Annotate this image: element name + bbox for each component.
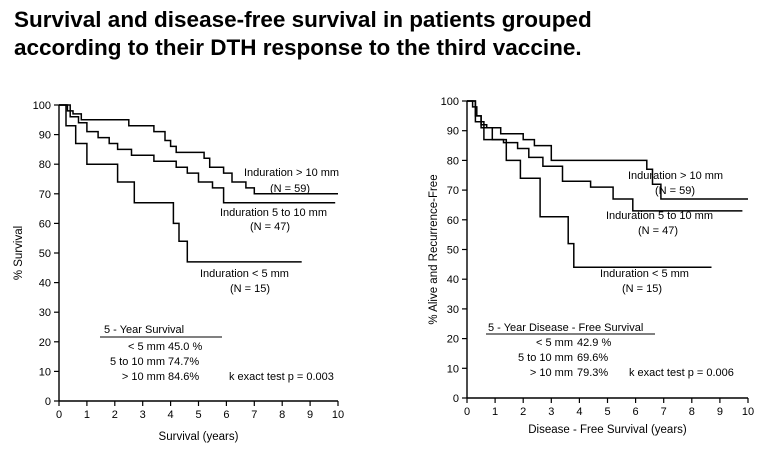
- chart-1-annotation-row-label: > 10 mm: [122, 371, 165, 383]
- chart-1-annotation-row-label: 5 to 10 mm: [110, 356, 165, 368]
- chart-1-x-tick-label: 9: [307, 409, 313, 421]
- chart-1-x-tick-label: 7: [251, 409, 257, 421]
- chart-2-x-tick-label: 2: [520, 406, 526, 418]
- chart-2-y-tick-label: 70: [447, 185, 459, 197]
- chart-1-series-2-n-label: (N = 47): [250, 221, 290, 233]
- chart-1-x-tick-label: 6: [223, 409, 229, 421]
- chart-2-annotation-test: k exact test p = 0.006: [629, 367, 734, 379]
- chart-2-y-tick-label: 100: [441, 96, 459, 108]
- chart-1-x-tick-label: 0: [56, 409, 62, 421]
- chart-2-annotation-row-label: > 10 mm: [530, 367, 573, 379]
- chart-2-x-tick-label: 1: [492, 406, 498, 418]
- chart-1-y-tick-label: 0: [45, 396, 51, 408]
- chart-1-y-tick-label: 70: [39, 189, 51, 201]
- chart-1-annotation-test: k exact test p = 0.003: [229, 371, 334, 383]
- chart-2-y-tick-label: 10: [447, 363, 459, 375]
- chart-2-x-axis-label: Disease - Free Survival (years): [528, 424, 687, 436]
- chart-1-series-3-n-label: (N = 15): [230, 283, 270, 295]
- chart-1-x-tick-label: 10: [332, 409, 344, 421]
- chart-2-x-tick-label: 4: [576, 406, 582, 418]
- page-title-line-1: Survival and disease-free survival in pa…: [14, 7, 592, 32]
- chart-1-x-axis-label: Survival (years): [159, 431, 239, 443]
- chart-2-series-2-line: [467, 100, 743, 212]
- chart-2-y-tick-label: 50: [447, 245, 459, 257]
- chart-2-x-tick-label: 5: [604, 406, 610, 418]
- chart-1-series-1-line: [59, 104, 338, 195]
- chart-2-x-tick-label: 7: [661, 406, 667, 418]
- chart-2-series-3-line: [467, 100, 712, 269]
- chart-2-y-tick-label: 0: [453, 393, 459, 405]
- chart-1-y-tick-label: 20: [39, 337, 51, 349]
- chart-1-y-tick-label: 60: [39, 218, 51, 230]
- chart-2-y-tick-label: 60: [447, 215, 459, 227]
- chart-2-annotation-row-label: 5 to 10 mm: [518, 352, 573, 364]
- chart-1-y-tick-label: 80: [39, 159, 51, 171]
- chart-2-y-tick-label: 40: [447, 274, 459, 286]
- chart-1-y-tick-label: 10: [39, 366, 51, 378]
- chart-2-x-tick-label: 3: [548, 406, 554, 418]
- chart-1-annotation-row-value: 74.7%: [168, 356, 199, 368]
- chart-2-series-1-n-label: (N = 59): [655, 185, 695, 197]
- chart-1-x-tick-label: 8: [279, 409, 285, 421]
- page-title: Survival and disease-free survival in pa…: [14, 6, 759, 62]
- chart-1-y-tick-label: 40: [39, 278, 51, 290]
- chart-1-series-2-line: [59, 104, 336, 204]
- chart-2-y-tick-label: 90: [447, 126, 459, 138]
- chart-2-y-tick-label: 30: [447, 304, 459, 316]
- chart-2-annotation-row-label: < 5 mm: [536, 337, 573, 349]
- chart-2-series-3-n-label: (N = 15): [622, 283, 662, 295]
- chart-1-annotation-row-label: < 5 mm: [128, 341, 165, 353]
- chart-2-series-1-label: Induration > 10 mm: [628, 170, 723, 182]
- chart-1-y-tick-label: 90: [39, 130, 51, 142]
- chart-2-series-2-n-label: (N = 47): [638, 225, 678, 237]
- chart-1-series-3-label: Induration < 5 mm: [200, 268, 289, 280]
- chart-2-annotation-row-value: 79.3%: [577, 367, 608, 379]
- chart-1-x-tick-label: 4: [168, 409, 174, 421]
- chart-2-series-3-label: Induration < 5 mm: [600, 268, 689, 280]
- chart-2-x-tick-label: 0: [464, 406, 470, 418]
- page-title-line-2: according to their DTH response to the t…: [14, 35, 582, 60]
- chart-1-annotation-header: 5 - Year Survival: [104, 324, 184, 336]
- chart-2-annotation-row-value: 69.6%: [577, 352, 608, 364]
- chart-1-x-tick-label: 1: [84, 409, 90, 421]
- chart-2-y-tick-label: 80: [447, 155, 459, 167]
- chart-1-y-tick-label: 30: [39, 307, 51, 319]
- chart-1-y-tick-label: 100: [33, 100, 51, 112]
- chart-1-annotation-row-value: 45.0 %: [168, 341, 202, 353]
- chart-2-y-tick-label: 20: [447, 334, 459, 346]
- chart-1-series-1-label: Induration > 10 mm: [244, 167, 339, 179]
- chart-2-annotation-row-value: 42.9 %: [577, 337, 611, 349]
- chart-2-series-2-label: Induration 5 to 10 mm: [606, 210, 713, 222]
- chart-1-annotation-row-value: 84.6%: [168, 371, 199, 383]
- chart-1-series-1-n-label: (N = 59): [270, 183, 310, 195]
- chart-1-y-axis-label: % Survival: [13, 226, 25, 280]
- chart-2-x-tick-label: 10: [742, 406, 754, 418]
- chart-1-x-tick-label: 5: [195, 409, 201, 421]
- chart-1-series-3-line: [59, 104, 302, 263]
- chart-2-x-tick-label: 8: [689, 406, 695, 418]
- chart-1-x-tick-label: 3: [140, 409, 146, 421]
- chart-2-annotation-header: 5 - Year Disease - Free Survival: [488, 322, 643, 334]
- chart-2-x-tick-label: 6: [633, 406, 639, 418]
- chart-1-series-2-label: Induration 5 to 10 mm: [220, 207, 327, 219]
- chart-1-x-tick-label: 2: [112, 409, 118, 421]
- chart-2-series-1-line: [467, 100, 748, 200]
- chart-2-x-tick-label: 9: [717, 406, 723, 418]
- chart-1-y-tick-label: 50: [39, 248, 51, 260]
- chart-2-y-axis-label: % Alive and Recurrence-Free: [428, 174, 440, 324]
